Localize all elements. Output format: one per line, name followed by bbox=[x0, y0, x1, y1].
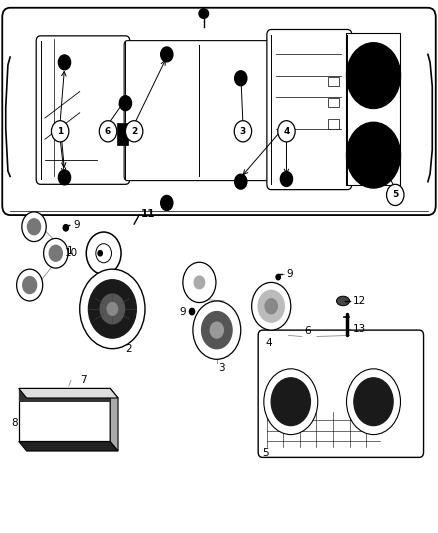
FancyBboxPatch shape bbox=[117, 123, 127, 144]
Text: 11: 11 bbox=[141, 209, 155, 219]
Circle shape bbox=[80, 269, 145, 349]
Text: 6: 6 bbox=[304, 326, 311, 336]
Text: 1: 1 bbox=[57, 127, 63, 136]
Circle shape bbox=[98, 251, 102, 256]
Polygon shape bbox=[19, 389, 118, 398]
Polygon shape bbox=[110, 389, 118, 451]
Text: 2: 2 bbox=[125, 344, 132, 354]
Text: 5: 5 bbox=[262, 448, 269, 458]
Circle shape bbox=[346, 43, 400, 109]
Circle shape bbox=[194, 276, 205, 289]
Circle shape bbox=[280, 172, 293, 187]
Text: 12: 12 bbox=[353, 296, 366, 306]
Circle shape bbox=[387, 184, 404, 206]
Text: 6: 6 bbox=[105, 127, 111, 136]
Text: 13: 13 bbox=[353, 324, 366, 334]
Circle shape bbox=[22, 212, 46, 241]
Circle shape bbox=[88, 280, 136, 338]
Text: 3: 3 bbox=[240, 127, 246, 136]
Circle shape bbox=[125, 120, 143, 142]
Circle shape bbox=[346, 369, 400, 434]
Circle shape bbox=[44, 238, 68, 268]
FancyBboxPatch shape bbox=[124, 41, 275, 181]
Text: 5: 5 bbox=[392, 190, 399, 199]
Circle shape bbox=[264, 369, 318, 434]
Circle shape bbox=[96, 244, 112, 263]
Circle shape bbox=[278, 120, 295, 142]
Circle shape bbox=[354, 378, 393, 425]
Circle shape bbox=[119, 96, 131, 111]
Circle shape bbox=[235, 71, 247, 86]
Circle shape bbox=[161, 196, 173, 211]
Circle shape bbox=[276, 274, 280, 280]
Circle shape bbox=[265, 299, 277, 314]
Text: 9: 9 bbox=[286, 270, 293, 279]
Circle shape bbox=[28, 219, 41, 235]
Circle shape bbox=[210, 322, 223, 338]
Circle shape bbox=[107, 303, 117, 316]
Ellipse shape bbox=[336, 296, 350, 306]
Circle shape bbox=[189, 309, 194, 315]
FancyBboxPatch shape bbox=[36, 36, 130, 184]
Text: 4: 4 bbox=[266, 338, 272, 349]
FancyBboxPatch shape bbox=[19, 389, 110, 441]
Circle shape bbox=[346, 122, 400, 188]
Text: 1: 1 bbox=[67, 246, 73, 256]
Polygon shape bbox=[19, 441, 118, 451]
FancyBboxPatch shape bbox=[328, 77, 339, 86]
Circle shape bbox=[58, 55, 71, 70]
Circle shape bbox=[161, 47, 173, 62]
Circle shape bbox=[49, 245, 62, 261]
FancyBboxPatch shape bbox=[19, 389, 110, 402]
Circle shape bbox=[193, 301, 241, 359]
FancyBboxPatch shape bbox=[2, 8, 436, 215]
Text: 7: 7 bbox=[80, 375, 86, 385]
FancyBboxPatch shape bbox=[328, 98, 339, 108]
Text: 10: 10 bbox=[64, 248, 78, 259]
Circle shape bbox=[235, 174, 247, 189]
Circle shape bbox=[271, 378, 311, 425]
Circle shape bbox=[63, 224, 68, 231]
Circle shape bbox=[201, 312, 232, 349]
Ellipse shape bbox=[199, 9, 208, 18]
Circle shape bbox=[23, 277, 37, 294]
Text: 8: 8 bbox=[11, 418, 18, 428]
Text: 2: 2 bbox=[131, 127, 137, 136]
FancyBboxPatch shape bbox=[258, 330, 424, 457]
Circle shape bbox=[51, 120, 69, 142]
Text: 9: 9 bbox=[73, 220, 80, 230]
Text: 3: 3 bbox=[218, 364, 225, 373]
FancyBboxPatch shape bbox=[328, 119, 339, 128]
Circle shape bbox=[17, 269, 43, 301]
Circle shape bbox=[258, 290, 284, 322]
Circle shape bbox=[100, 294, 124, 324]
Circle shape bbox=[252, 282, 291, 330]
FancyBboxPatch shape bbox=[267, 29, 352, 190]
Circle shape bbox=[183, 262, 216, 303]
Circle shape bbox=[99, 120, 117, 142]
Text: 9: 9 bbox=[180, 306, 187, 317]
Circle shape bbox=[58, 170, 71, 185]
Text: 4: 4 bbox=[283, 127, 290, 136]
Circle shape bbox=[234, 120, 252, 142]
Ellipse shape bbox=[162, 201, 172, 211]
FancyBboxPatch shape bbox=[346, 33, 400, 185]
Circle shape bbox=[86, 232, 121, 274]
